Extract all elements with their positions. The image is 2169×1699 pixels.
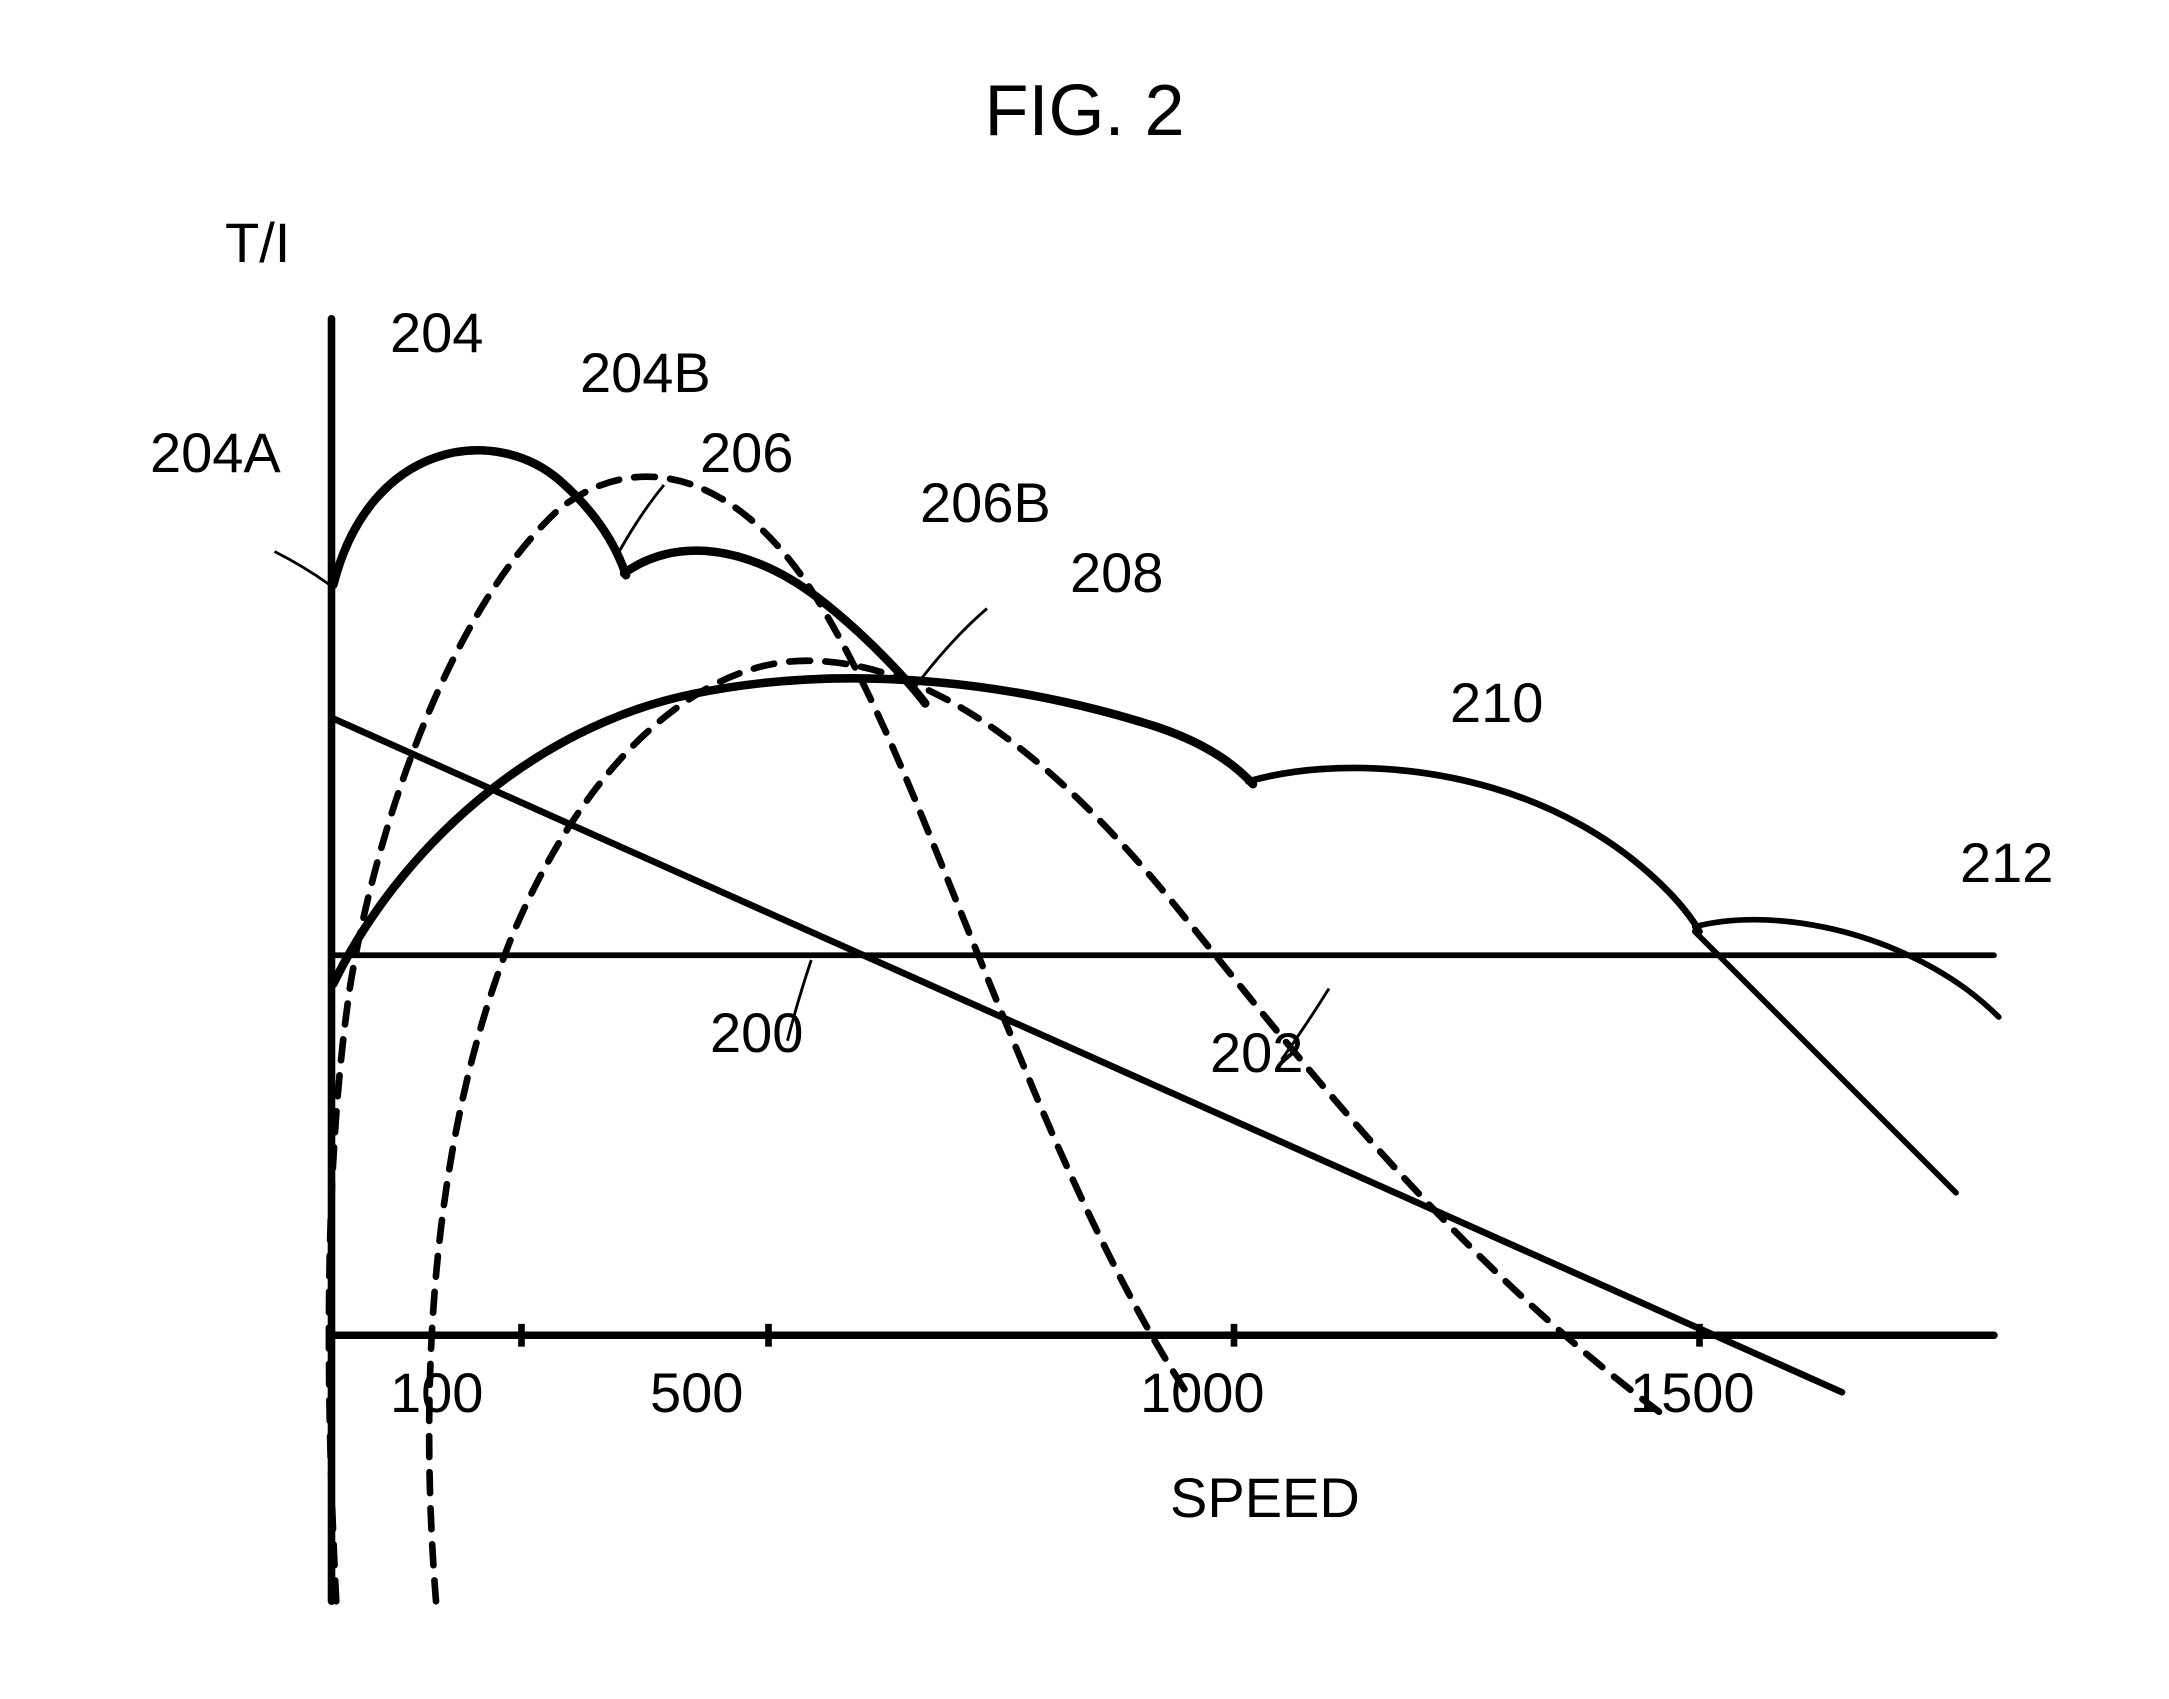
curve-curve-208-solid bbox=[333, 678, 1253, 983]
label-202: 202 bbox=[1210, 1020, 1303, 1085]
label-206B: 206B bbox=[920, 470, 1051, 535]
curve-curve-212-solid bbox=[1695, 920, 1999, 1017]
204B-leader bbox=[617, 485, 665, 556]
chart-svg bbox=[170, 260, 2070, 1660]
label-206: 206 bbox=[700, 420, 793, 485]
206B-leader bbox=[921, 609, 988, 680]
curve-curve-212-tail bbox=[1695, 932, 1956, 1193]
x-tick-label: 1000 bbox=[1140, 1360, 1265, 1425]
x-tick-label: 500 bbox=[650, 1360, 743, 1425]
label-204B: 204B bbox=[580, 340, 711, 405]
chart-area: T/I SPEED 10050010001500 204A204204B2062… bbox=[170, 260, 2020, 1610]
label-204: 204 bbox=[390, 300, 483, 365]
curves-group bbox=[329, 450, 1999, 1601]
figure-container: FIG. 2 T/I SPEED 100 500 1000 1500 204A 204 2… bbox=[40, 40, 2129, 1659]
x-axis-label: SPEED bbox=[1170, 1465, 1360, 1530]
label-212: 212 bbox=[1960, 830, 2053, 895]
label-200: 200 bbox=[710, 1000, 803, 1065]
label-210: 210 bbox=[1450, 670, 1543, 735]
curve-line-202 bbox=[332, 718, 1843, 1393]
204A-leader bbox=[275, 552, 330, 585]
y-axis-label: T/I bbox=[225, 210, 290, 275]
curve-curve-210-solid bbox=[1248, 768, 1699, 932]
x-tick-label: 1500 bbox=[1630, 1360, 1755, 1425]
label-208: 208 bbox=[1070, 540, 1163, 605]
x-tick-label: 100 bbox=[390, 1360, 483, 1425]
curve-curve-204-solid bbox=[333, 450, 626, 584]
figure-title: FIG. 2 bbox=[984, 70, 1184, 152]
label-204A: 204A bbox=[150, 420, 281, 485]
